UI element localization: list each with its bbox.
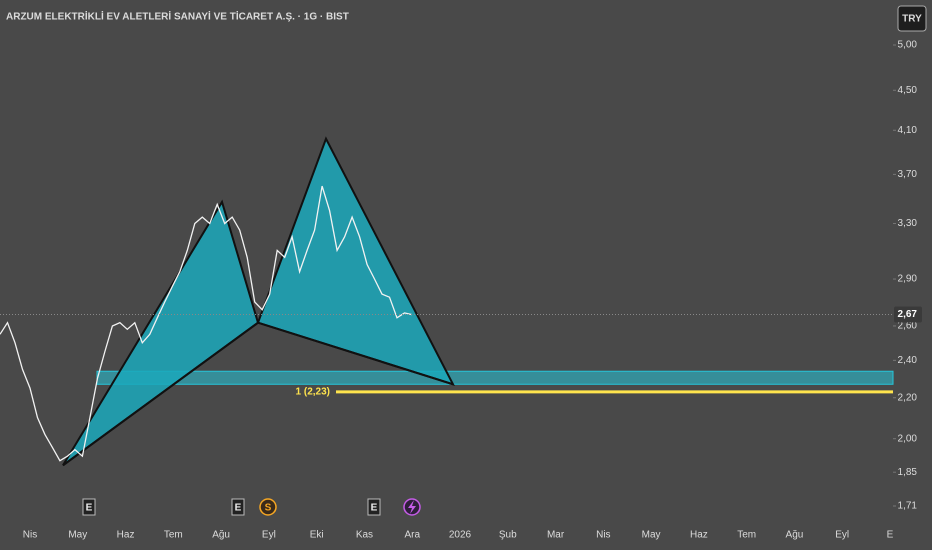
y-tick-label: 5,00: [898, 40, 918, 51]
x-tick-label: Nis: [23, 530, 37, 541]
y-tick-label: 2,90: [898, 274, 918, 285]
x-tick-label: E: [887, 530, 894, 541]
y-tick-label: 1,71: [898, 501, 918, 512]
y-tick-label: 4,50: [898, 85, 918, 96]
x-tick-label: Tem: [737, 530, 756, 541]
chart-title: ARZUM ELEKTRİKLİ EV ALETLERİ SANAYİ VE T…: [6, 10, 349, 23]
event-label: E: [371, 503, 378, 514]
last-price-box: [894, 306, 922, 323]
y-tick-label: 3,70: [898, 169, 918, 180]
event-marker[interactable]: [231, 498, 245, 516]
x-tick-label: Şub: [499, 530, 517, 541]
price-line: [0, 185, 413, 462]
zone: [96, 370, 894, 385]
y-tick-label: 2,60: [898, 321, 918, 332]
x-tick-label: May: [642, 530, 661, 541]
x-tick-label: May: [68, 530, 87, 541]
x-tick-label: Eyl: [835, 530, 849, 541]
event-marker[interactable]: [259, 498, 277, 516]
x-tick-label: Kas: [356, 530, 373, 541]
x-tick-label: Ara: [404, 530, 420, 541]
event-label: E: [235, 503, 242, 514]
level-label: 1 (2,23): [296, 387, 330, 398]
y-tick-label: 2,00: [898, 433, 918, 444]
y-tick-label: 2,20: [898, 392, 918, 403]
pattern-leg: [62, 321, 259, 467]
event-marker[interactable]: [82, 498, 96, 516]
x-tick-label: Eki: [310, 530, 324, 541]
x-tick-label: Haz: [690, 530, 708, 541]
event-label: E: [86, 503, 93, 514]
x-tick-label: Nis: [596, 530, 610, 541]
pattern-leg: [257, 321, 454, 386]
x-tick-label: Mar: [547, 530, 565, 541]
event-marker[interactable]: [367, 498, 381, 516]
x-tick-label: Tem: [164, 530, 183, 541]
y-tick-label: 2,40: [898, 355, 918, 366]
event-label: S: [265, 503, 272, 514]
last-price-label: 2,67: [898, 309, 918, 320]
currency-box[interactable]: [897, 5, 927, 32]
x-tick-label: Haz: [117, 530, 135, 541]
x-tick-label: 2026: [449, 530, 472, 541]
y-tick-label: 4,10: [898, 125, 918, 136]
x-tick-label: Ağu: [786, 530, 804, 541]
x-tick-label: Ağu: [212, 530, 230, 541]
y-tick-label: 3,30: [898, 218, 918, 229]
y-tick-label: 1,85: [898, 467, 918, 478]
x-tick-label: Eyl: [262, 530, 276, 541]
lightning-icon: [408, 500, 416, 514]
currency[interactable]: TRY: [902, 14, 922, 25]
